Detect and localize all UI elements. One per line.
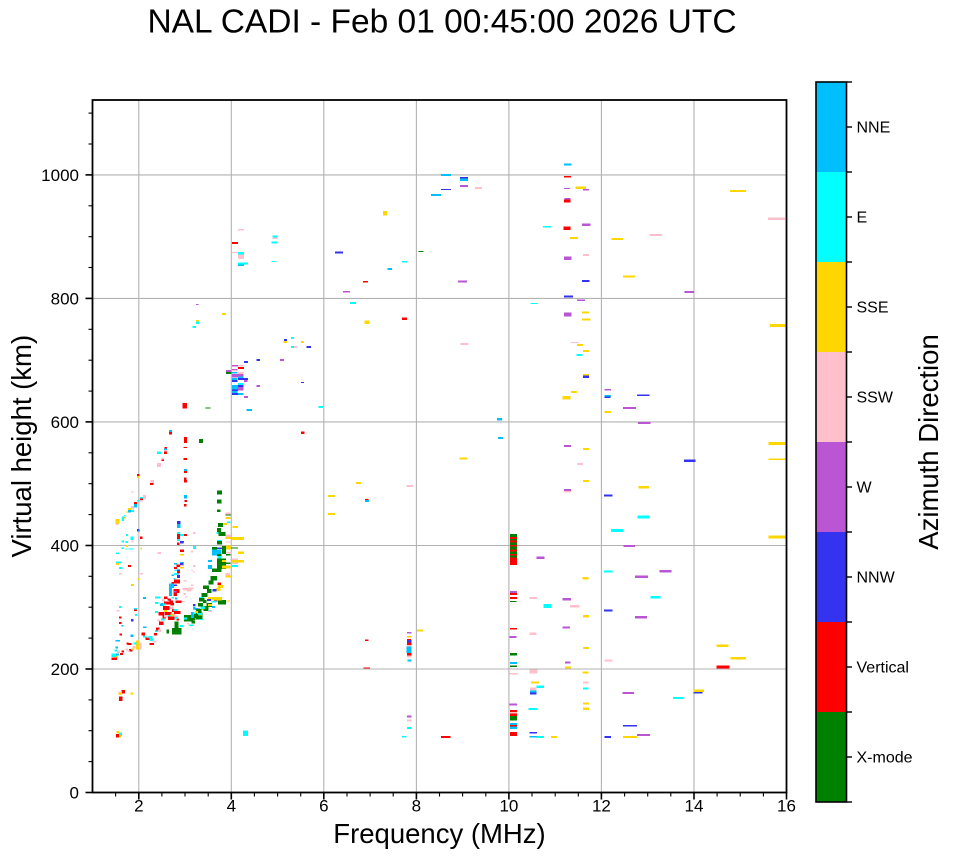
svg-text:12: 12 [592,797,611,816]
svg-text:NNE: NNE [857,120,891,137]
svg-text:NNW: NNW [857,570,896,587]
svg-text:W: W [857,480,873,497]
svg-text:Vertical: Vertical [857,660,909,677]
svg-text:2: 2 [134,797,143,816]
svg-text:Azimuth Direction: Azimuth Direction [913,334,944,550]
svg-text:0: 0 [70,784,79,803]
svg-text:10: 10 [499,797,518,816]
svg-text:200: 200 [51,660,79,679]
svg-text:Virtual height (km): Virtual height (km) [6,335,37,558]
svg-text:NAL CADI - Feb 01 00:45:00 202: NAL CADI - Feb 01 00:45:00 2026 UTC [147,4,736,41]
svg-text:14: 14 [685,797,704,816]
svg-text:400: 400 [51,537,79,556]
svg-text:8: 8 [412,797,421,816]
svg-text:E: E [857,210,868,227]
svg-text:SSE: SSE [857,300,889,317]
svg-text:Frequency (MHz): Frequency (MHz) [333,818,545,849]
svg-text:800: 800 [51,289,79,308]
svg-text:X-mode: X-mode [857,750,913,767]
svg-text:1000: 1000 [41,166,79,185]
svg-text:600: 600 [51,413,79,432]
svg-text:6: 6 [319,797,328,816]
svg-text:4: 4 [227,797,236,816]
svg-text:16: 16 [777,797,796,816]
svg-text:SSW: SSW [857,390,894,407]
